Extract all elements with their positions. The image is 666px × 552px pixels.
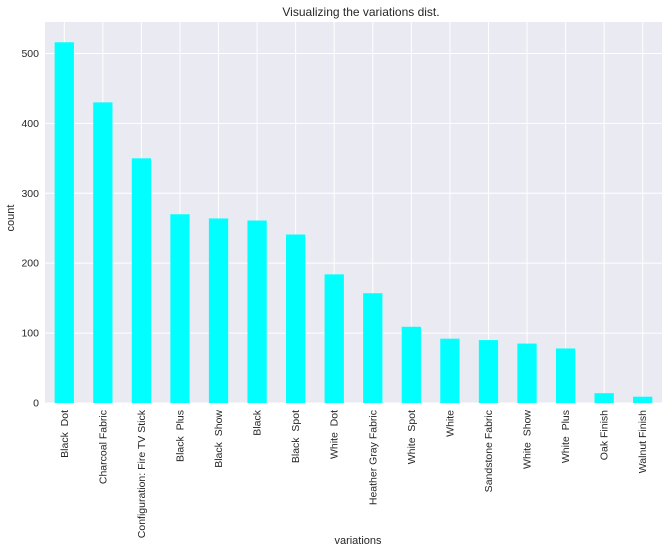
x-tick-label: White Plus xyxy=(560,410,572,463)
x-tick-label: Sandstone Fabric xyxy=(483,410,495,492)
y-tick-labels: 0 100 200 300 400 500 xyxy=(21,48,39,410)
bar: Heather Gray Fabric: 157 xyxy=(363,293,383,403)
bar: White: 92 xyxy=(440,338,460,403)
x-tick-labels: Black Dot Charcoal Fabric Configuration: F… xyxy=(59,409,649,538)
x-tick-label: Black xyxy=(252,409,264,435)
bar: Black Show: 264 xyxy=(208,218,229,403)
bars: Black Dot: 516 Charcoal Fabric: 430 Config… xyxy=(54,42,653,403)
y-tick-label: 100 xyxy=(21,328,39,340)
bar: White Show: 85 xyxy=(517,343,537,403)
x-tick-label: White Dot xyxy=(329,410,341,459)
x-tick-label: Black Spot xyxy=(290,410,302,463)
x-tick-label: Heather Gray Fabric xyxy=(367,410,379,505)
bar: Walnut Finish: 9 xyxy=(633,396,653,403)
y-tick-label: 200 xyxy=(21,258,39,270)
x-tick-label: Charcoal Fabric xyxy=(97,410,109,484)
bar: Black: 261 xyxy=(247,220,267,403)
bar: Black Plus: 270 xyxy=(170,214,190,403)
x-axis-title: variations xyxy=(334,535,382,547)
x-tick-label: Walnut Finish xyxy=(637,410,649,473)
bar: White Spot: 109 xyxy=(401,326,421,403)
y-tick-label: 0 xyxy=(33,398,39,410)
bar: Sandstone Fabric: 90 xyxy=(478,340,499,403)
x-tick-label: White Show xyxy=(522,410,534,469)
x-tick-label: Black Dot xyxy=(59,410,71,458)
bar: Charcoal Fabric: 430 xyxy=(93,102,113,403)
chart-title: Visualizing the variations dist. xyxy=(282,5,439,19)
x-tick-label: Configuration: Fire TV Stick xyxy=(136,409,148,538)
y-tick-label: 500 xyxy=(21,48,39,60)
x-tick-label: Black Plus xyxy=(174,410,186,462)
y-tick-label: 400 xyxy=(21,118,39,130)
bar: White Dot: 184 xyxy=(324,274,344,403)
x-tick-label: Oak Finish xyxy=(599,410,611,460)
y-tick-label: 300 xyxy=(21,188,39,200)
x-tick-label: White xyxy=(444,410,456,437)
bar: Black Dot: 516 xyxy=(54,42,74,403)
bar: Black Spot: 241 xyxy=(286,234,306,403)
x-tick-label: White Spot xyxy=(406,410,418,464)
bar: White Plus: 78 xyxy=(555,348,576,403)
bar: Oak Finish: 14 xyxy=(594,393,614,403)
bar: Configuration: Fire TV Stick: 350 xyxy=(131,158,152,403)
y-axis-title: count xyxy=(5,205,17,232)
x-tick-label: Black Show xyxy=(213,410,225,468)
